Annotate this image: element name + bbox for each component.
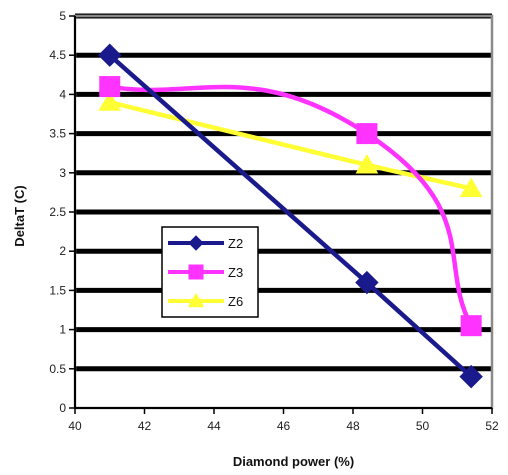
legend: Z2 Z3 Z6	[161, 226, 259, 318]
y-tick-label: 4	[59, 87, 66, 101]
data-point-z6	[355, 153, 379, 174]
legend-label-z6: Z6	[228, 294, 243, 309]
series-z2	[98, 43, 483, 389]
y-tick-label: 5	[59, 9, 66, 23]
y-tick-label: 2	[59, 244, 66, 258]
x-axis-title: Diamond power (%)	[233, 454, 354, 469]
data-point-z2	[459, 364, 483, 389]
x-tick-label: 48	[346, 419, 360, 433]
y-tick-label: 2.5	[49, 205, 66, 219]
x-tick-label: 40	[68, 419, 82, 433]
x-tick-label: 50	[416, 419, 430, 433]
legend-marker-z3	[188, 264, 204, 280]
series-z3	[99, 76, 482, 337]
y-axis-title: DeltaT (C)	[12, 185, 27, 246]
x-tick-label: 42	[138, 419, 152, 433]
series-group	[98, 43, 483, 389]
data-point-z2	[98, 43, 122, 67]
legend-marker-z6	[187, 293, 205, 308]
x-tick-label: 44	[207, 419, 221, 433]
legend-label-z2: Z2	[228, 236, 243, 251]
axes: 0 0.5 1 1.5 2 2.5 3 3.5 4 4.5 5 40 42 44 46 48 50 52	[49, 9, 499, 433]
data-point-z3	[460, 315, 482, 337]
y-tick-label: 0	[59, 401, 66, 415]
data-point-z2	[355, 270, 379, 295]
legend-marker-z2	[188, 235, 204, 251]
legend-label-z3: Z3	[228, 265, 243, 280]
y-tick-label: 0.5	[49, 362, 66, 376]
data-point-z6	[98, 91, 122, 111]
x-tick-label: 52	[485, 419, 499, 433]
data-point-z6	[459, 177, 483, 197]
y-tick-label: 4.5	[49, 48, 66, 62]
y-tick-label: 3.5	[49, 127, 66, 141]
series-z6	[98, 91, 483, 197]
y-tick-label: 3	[59, 166, 66, 180]
y-tick-label: 1	[59, 323, 66, 337]
data-point-z3	[356, 123, 378, 145]
data-point-z3	[99, 76, 121, 98]
x-tick-label: 46	[277, 419, 291, 433]
y-tick-label: 1.5	[49, 283, 66, 297]
